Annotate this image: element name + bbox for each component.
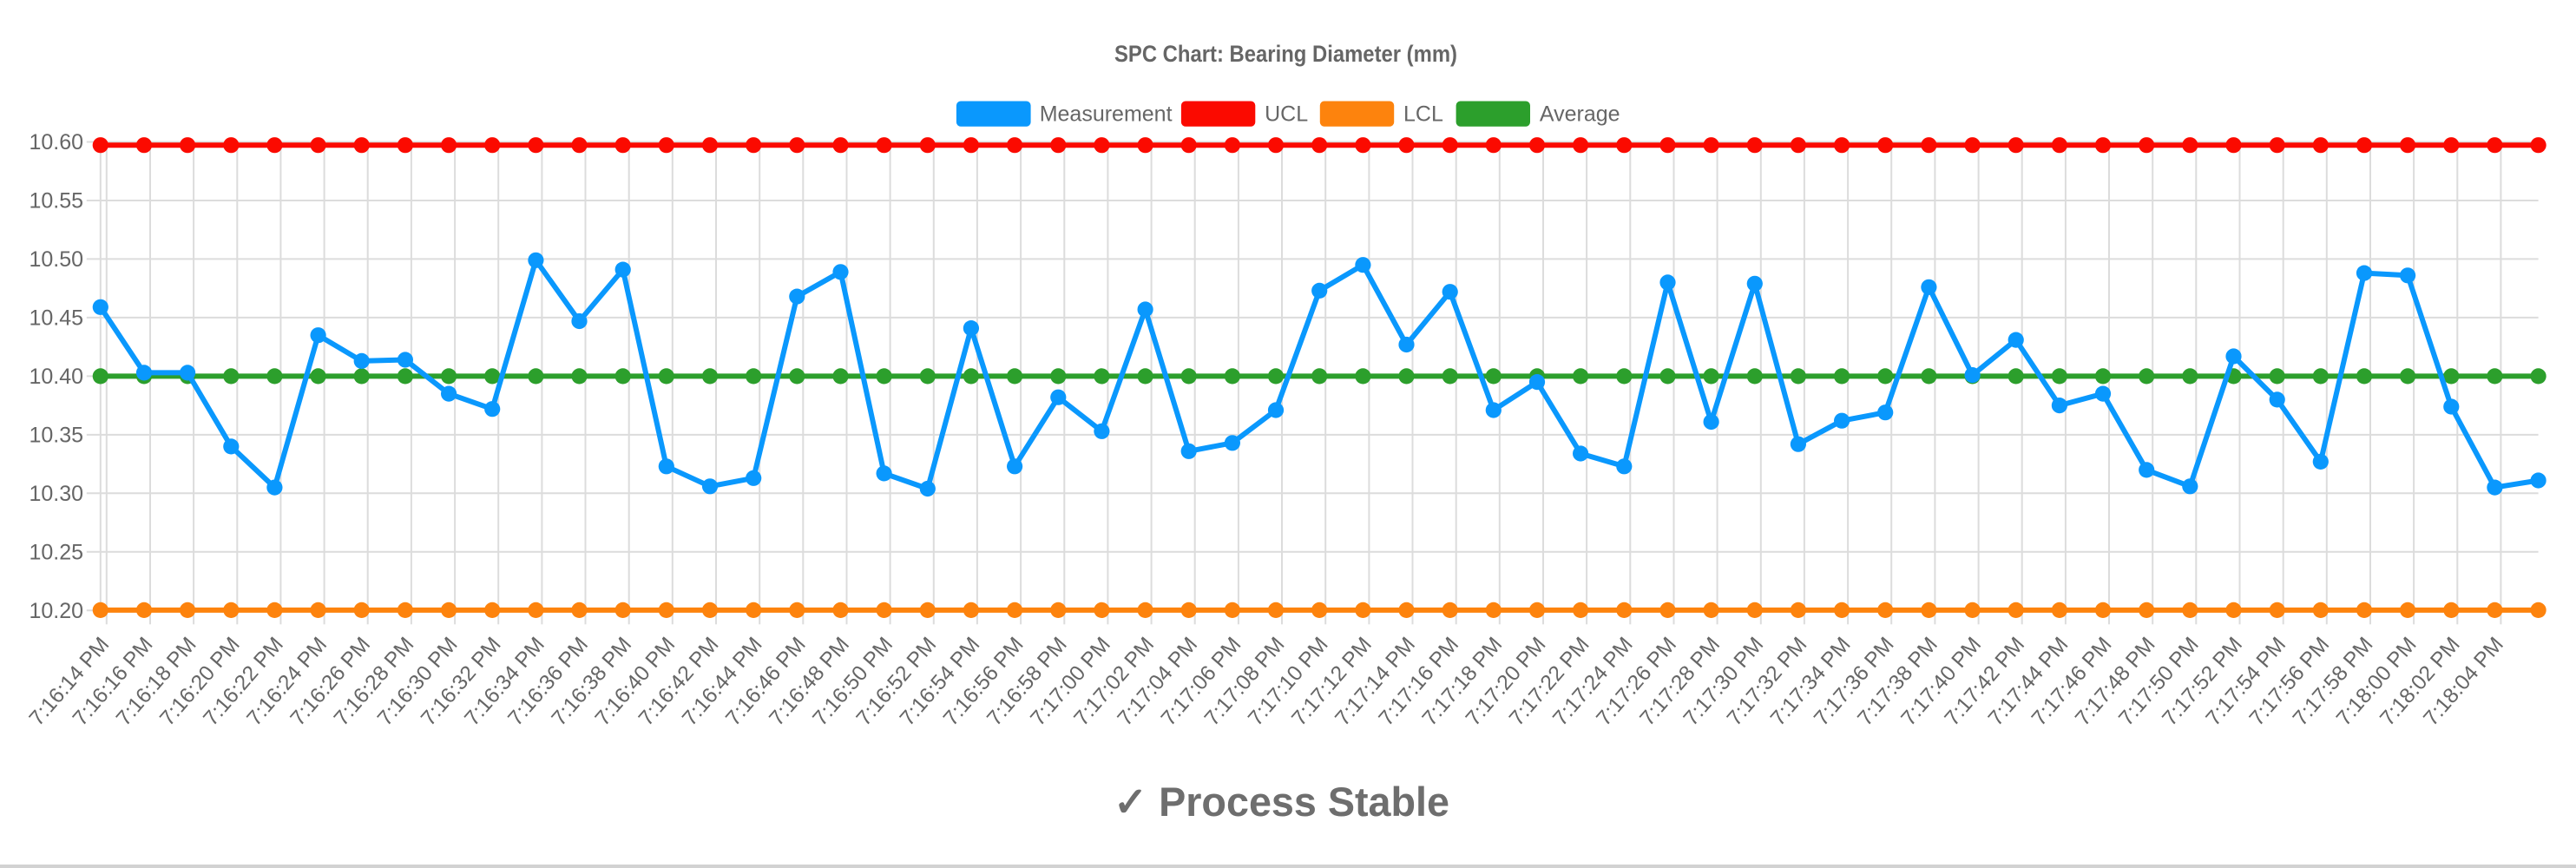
svg-text:10.40: 10.40 — [29, 365, 83, 389]
svg-text:10.20: 10.20 — [29, 599, 83, 623]
svg-text:10.30: 10.30 — [29, 482, 83, 506]
svg-text:10.35: 10.35 — [29, 423, 83, 447]
svg-text:10.50: 10.50 — [29, 247, 83, 272]
svg-text:Measurement: Measurement — [1040, 102, 1173, 127]
svg-text:✓ Process Stable: ✓ Process Stable — [1114, 779, 1449, 825]
svg-text:10.55: 10.55 — [29, 189, 83, 214]
svg-text:10.45: 10.45 — [29, 306, 83, 330]
svg-text:10.60: 10.60 — [29, 130, 83, 155]
svg-text:Average: Average — [1540, 102, 1620, 127]
svg-text:10.25: 10.25 — [29, 540, 83, 564]
svg-text:UCL: UCL — [1265, 102, 1308, 127]
svg-text:LCL: LCL — [1403, 102, 1443, 127]
svg-text:SPC Chart: Bearing Diameter (m: SPC Chart: Bearing Diameter (mm) — [1114, 41, 1457, 67]
